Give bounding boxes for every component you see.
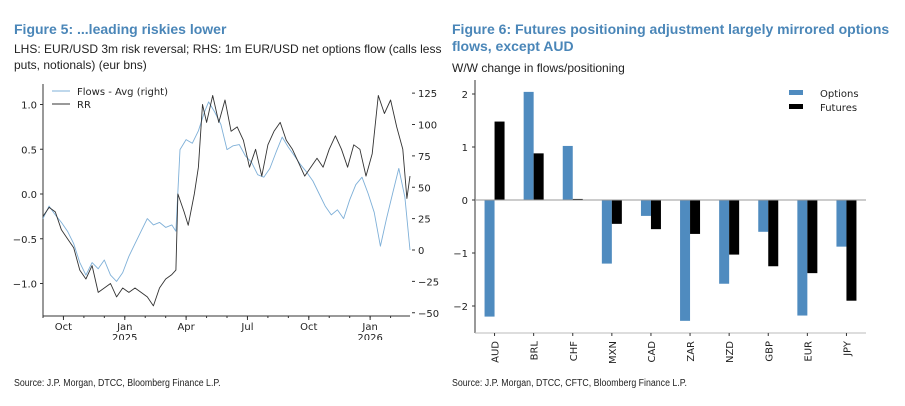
figure6-subtitle: W/W change in flows/positioning xyxy=(452,61,625,75)
y-left-tick-label: 0.5 xyxy=(21,145,37,156)
flows-avg-series-line xyxy=(42,101,411,282)
x-tick-label: Jan xyxy=(116,322,132,333)
x-tick-year-label: 2026 xyxy=(357,333,382,340)
bar-options-gbp xyxy=(758,200,769,232)
y-tick-label: 0 xyxy=(462,196,468,207)
bar-futures-cad xyxy=(650,200,661,230)
y-left-tick-label: 1.0 xyxy=(21,101,37,112)
y-tick-label: −2 xyxy=(453,302,468,313)
bar-futures-zar xyxy=(690,200,701,234)
x-tick-label: MXN xyxy=(608,341,619,364)
bar-futures-gbp xyxy=(768,200,779,267)
y-right-tick-label: −50 xyxy=(418,309,439,320)
figure5-subtitle: LHS: EUR/USD 3m risk reversal; RHS: 1m E… xyxy=(14,42,442,72)
bar-options-nzd xyxy=(719,200,730,284)
figure5-line-chart: 1.0 0.5 0.0 −0.5 −1.0 125 100 75 50 25 0 −25 −50 Oct J… xyxy=(13,84,439,340)
figure6-source: Source: J.P. Morgan, DTCC, CFTC, Bloombe… xyxy=(452,378,687,389)
x-tick-label: Jan xyxy=(361,322,377,333)
figure6-bar-chart: 2 1 0 −1 −2 AUD BRL CHF MXN CAD ZAR NZD GBP EUR JPY Opt… xyxy=(453,80,866,364)
legend-options-swatch xyxy=(789,90,803,95)
figure5-title: Figure 5: ...leading riskies lower xyxy=(14,21,227,37)
bar-futures-eur xyxy=(807,200,818,274)
x-tick-label: NZD xyxy=(725,341,736,363)
x-tick-label: Jul xyxy=(240,322,253,333)
bar-options-eur xyxy=(797,200,808,316)
bar-options-chf xyxy=(562,145,573,200)
bar-options-mxn xyxy=(601,200,612,264)
bar-futures-brl xyxy=(533,153,544,200)
bar-futures-mxn xyxy=(611,200,622,224)
y-right-tick-label: 75 xyxy=(418,152,431,163)
y-tick-label: 1 xyxy=(462,143,468,154)
bar-futures-aud xyxy=(494,121,505,200)
y-right-tick-label: 0 xyxy=(418,246,424,257)
legend-rr-label: RR xyxy=(77,100,91,111)
y-right-tick-label: 125 xyxy=(418,89,437,100)
x-tick-label: ZAR xyxy=(686,341,697,362)
y-right-tick-label: −25 xyxy=(418,277,439,288)
rr-series-line xyxy=(42,95,411,307)
bar-futures-jpy xyxy=(846,200,857,301)
figure5-source: Source: J.P. Morgan, DTCC, Bloomberg Fin… xyxy=(14,378,221,389)
y-right-tick-label: 50 xyxy=(418,183,431,194)
figure6-title: Figure 6: Futures positioning adjustment… xyxy=(452,21,890,54)
x-tick-label: Apr xyxy=(177,322,195,333)
bar-options-cad xyxy=(640,200,651,216)
x-tick-label: CAD xyxy=(647,341,658,363)
y-right-tick-label: 25 xyxy=(418,215,431,226)
bar-options-zar xyxy=(680,200,691,321)
x-tick-label: JPY xyxy=(842,340,853,357)
y-tick-label: −1 xyxy=(453,249,468,260)
x-tick-label: EUR xyxy=(803,341,814,362)
x-tick-label: GBP xyxy=(764,341,775,362)
x-tick-label: Oct xyxy=(300,322,317,333)
x-tick-label: Oct xyxy=(55,322,72,333)
y-left-tick-label: 0.0 xyxy=(21,190,37,201)
y-left-tick-label: −0.5 xyxy=(13,235,37,246)
bar-options-brl xyxy=(523,91,534,200)
legend-options-label: Options xyxy=(820,89,859,100)
x-tick-label: AUD xyxy=(491,341,502,363)
x-tick-label: CHF xyxy=(569,341,580,362)
y-left-tick-label: −1.0 xyxy=(13,280,37,291)
legend-flows-label: Flows - Avg (right) xyxy=(77,87,168,98)
legend-futures-swatch xyxy=(789,104,803,109)
legend-futures-label: Futures xyxy=(820,103,857,114)
y-tick-label: 2 xyxy=(462,90,468,101)
bar-options-aud xyxy=(484,200,495,317)
y-right-tick-label: 100 xyxy=(418,121,437,132)
x-tick-label: BRL xyxy=(530,341,541,361)
bar-futures-chf xyxy=(572,198,583,200)
x-tick-year-label: 2025 xyxy=(112,333,137,340)
bar-options-jpy xyxy=(836,200,847,247)
bar-futures-nzd xyxy=(729,200,740,255)
